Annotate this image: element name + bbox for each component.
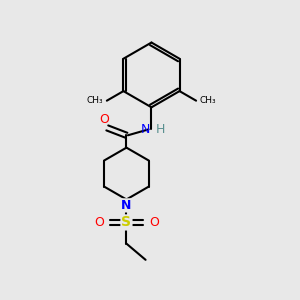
Text: O: O <box>149 216 159 229</box>
Text: O: O <box>99 113 109 126</box>
Text: CH₃: CH₃ <box>87 96 103 105</box>
Text: H: H <box>156 124 165 136</box>
Text: N: N <box>141 124 150 136</box>
Text: N: N <box>121 199 132 212</box>
Text: S: S <box>122 215 131 230</box>
Text: CH₃: CH₃ <box>200 96 216 105</box>
Text: O: O <box>94 216 104 229</box>
